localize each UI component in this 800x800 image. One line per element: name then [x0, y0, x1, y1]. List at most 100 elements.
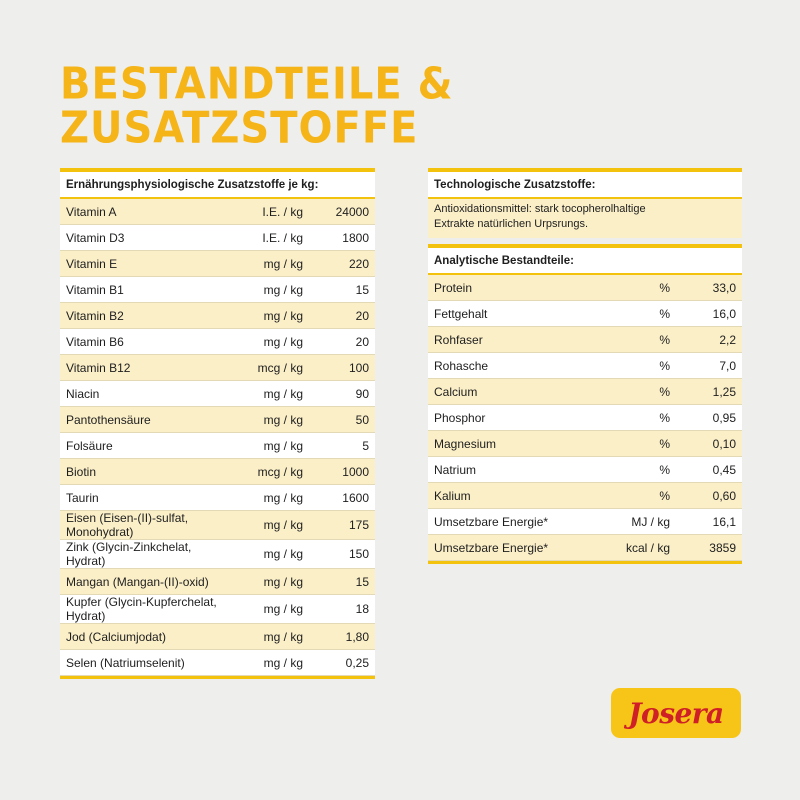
row-name: Magnesium [428, 430, 584, 457]
row-unit: % [584, 326, 676, 353]
table-top-bar [428, 168, 742, 172]
row-value: 5 [309, 432, 375, 459]
row-name: Vitamin B12 [60, 354, 227, 381]
row-name: Vitamin A [60, 198, 227, 225]
row-name: Mangan (Mangan-(II)-oxid) [60, 568, 227, 595]
table-row: Protein% 33,0 [428, 274, 742, 301]
row-name: Vitamin E [60, 250, 227, 277]
table-row: Magnesium% 0,10 [428, 430, 742, 457]
row-unit: mg / kg [227, 510, 309, 540]
row-name: Natrium [428, 456, 584, 483]
table-body: Vitamin A I.E. / kg 24000 Vitamin D3 I.E. / … [60, 198, 375, 676]
table-row: Vitamin B6 mg / kg 20 [60, 328, 375, 355]
row-name: Eisen (Eisen-(II)-sulfat, Monohydrat) [60, 510, 227, 540]
row-value: 20 [309, 302, 375, 329]
row-name: Biotin [60, 458, 227, 485]
row-unit: kcal / kg [584, 534, 676, 561]
row-unit: mg / kg [227, 250, 309, 277]
row-name: Folsäure [60, 432, 227, 459]
row-unit: % [584, 378, 676, 405]
row-name: Kupfer (Glycin-Kupferchelat, Hydrat) [60, 594, 227, 624]
table-row: Umsetzbare Energie* MJ / kg 16,1 [428, 508, 742, 535]
row-value: 1600 [309, 484, 375, 511]
row-name: Fettgehalt [428, 300, 584, 327]
table-row: Kalium% 0,60 [428, 482, 742, 509]
row-value: 100 [309, 354, 375, 381]
technological-additives-text: Antioxidationsmittel: stark tocopherolha… [428, 199, 742, 238]
table-row: Phosphor% 0,95 [428, 404, 742, 431]
josera-logo: Josera [611, 688, 741, 738]
row-value: 20 [309, 328, 375, 355]
row-unit: mg / kg [227, 594, 309, 624]
row-value: 15 [309, 276, 375, 303]
row-value: 24000 [309, 198, 375, 225]
table-row: Biotin mcg / kg 1000 [60, 458, 375, 485]
row-value: 50 [309, 406, 375, 433]
row-unit: mg / kg [227, 568, 309, 595]
row-name: Vitamin B1 [60, 276, 227, 303]
logo-text: Josera [628, 696, 724, 730]
table-row: Rohasche% 7,0 [428, 352, 742, 379]
table-top-bar [60, 168, 375, 172]
row-value: 3859 [676, 534, 742, 561]
row-value: 0,10 [676, 430, 742, 457]
row-unit: mg / kg [227, 406, 309, 433]
table-row: Jod (Calciumjodat) mg / kg 1,80 [60, 623, 375, 650]
table-body: Protein% 33,0 Fettgehalt% 16,0 Rohfaser% 2,2 R… [428, 274, 742, 561]
row-value: 90 [309, 380, 375, 407]
table-row: Vitamin B1 mg / kg 15 [60, 276, 375, 303]
row-unit: mg / kg [227, 276, 309, 303]
table-row: Eisen (Eisen-(II)-sulfat, Monohydrat) mg … [60, 510, 375, 540]
row-value: 0,45 [676, 456, 742, 483]
table-row: Vitamin B12 mcg / kg 100 [60, 354, 375, 381]
table-row: Rohfaser% 2,2 [428, 326, 742, 353]
row-unit: mg / kg [227, 484, 309, 511]
row-unit: mg / kg [227, 380, 309, 407]
row-value: 16,1 [676, 508, 742, 535]
table-row: Natrium% 0,45 [428, 456, 742, 483]
table-bottom-bar [428, 561, 742, 564]
row-unit: mg / kg [227, 623, 309, 650]
row-unit: % [584, 404, 676, 431]
row-value: 16,0 [676, 300, 742, 327]
row-value: 1,80 [309, 623, 375, 650]
row-unit: % [584, 274, 676, 301]
table-row: Taurin mg / kg 1600 [60, 484, 375, 511]
table-row: Calcium% 1,25 [428, 378, 742, 405]
row-name: Jod (Calciumjodat) [60, 623, 227, 650]
row-name: Vitamin D3 [60, 224, 227, 251]
row-name: Protein [428, 274, 584, 301]
row-unit: MJ / kg [584, 508, 676, 535]
table-row: Folsäure mg / kg 5 [60, 432, 375, 459]
row-name: Umsetzbare Energie* [428, 508, 584, 535]
table-row: Kupfer (Glycin-Kupferchelat, Hydrat) mg /… [60, 594, 375, 624]
row-name: Calcium [428, 378, 584, 405]
table-row: Vitamin A I.E. / kg 24000 [60, 198, 375, 225]
row-unit: % [584, 482, 676, 509]
row-name: Umsetzbare Energie* [428, 534, 584, 561]
row-value: 33,0 [676, 274, 742, 301]
row-name: Zink (Glycin-Zinkchelat, Hydrat) [60, 539, 227, 569]
table-row: Fettgehalt% 16,0 [428, 300, 742, 327]
technological-additives-table: Technologische Zusatzstoffe: Antioxidati… [428, 168, 742, 238]
row-value: 0,95 [676, 404, 742, 431]
row-unit: % [584, 300, 676, 327]
row-value: 15 [309, 568, 375, 595]
row-unit: mcg / kg [227, 354, 309, 381]
row-value: 7,0 [676, 352, 742, 379]
row-name: Pantothensäure [60, 406, 227, 433]
row-unit: I.E. / kg [227, 224, 309, 251]
table-row: Zink (Glycin-Zinkchelat, Hydrat) mg / kg 1… [60, 539, 375, 569]
row-value: 2,2 [676, 326, 742, 353]
row-unit: mg / kg [227, 432, 309, 459]
table-row: Vitamin D3 I.E. / kg 1800 [60, 224, 375, 251]
row-name: Selen (Natriumselenit) [60, 649, 227, 676]
row-unit: mg / kg [227, 302, 309, 329]
table-row: Selen (Natriumselenit) mg / kg 0,25 [60, 649, 375, 676]
row-unit: mg / kg [227, 539, 309, 569]
table-bottom-bar [60, 676, 375, 679]
row-name: Niacin [60, 380, 227, 407]
row-value: 1000 [309, 458, 375, 485]
table-header: Analytische Bestandteile: [428, 248, 742, 275]
